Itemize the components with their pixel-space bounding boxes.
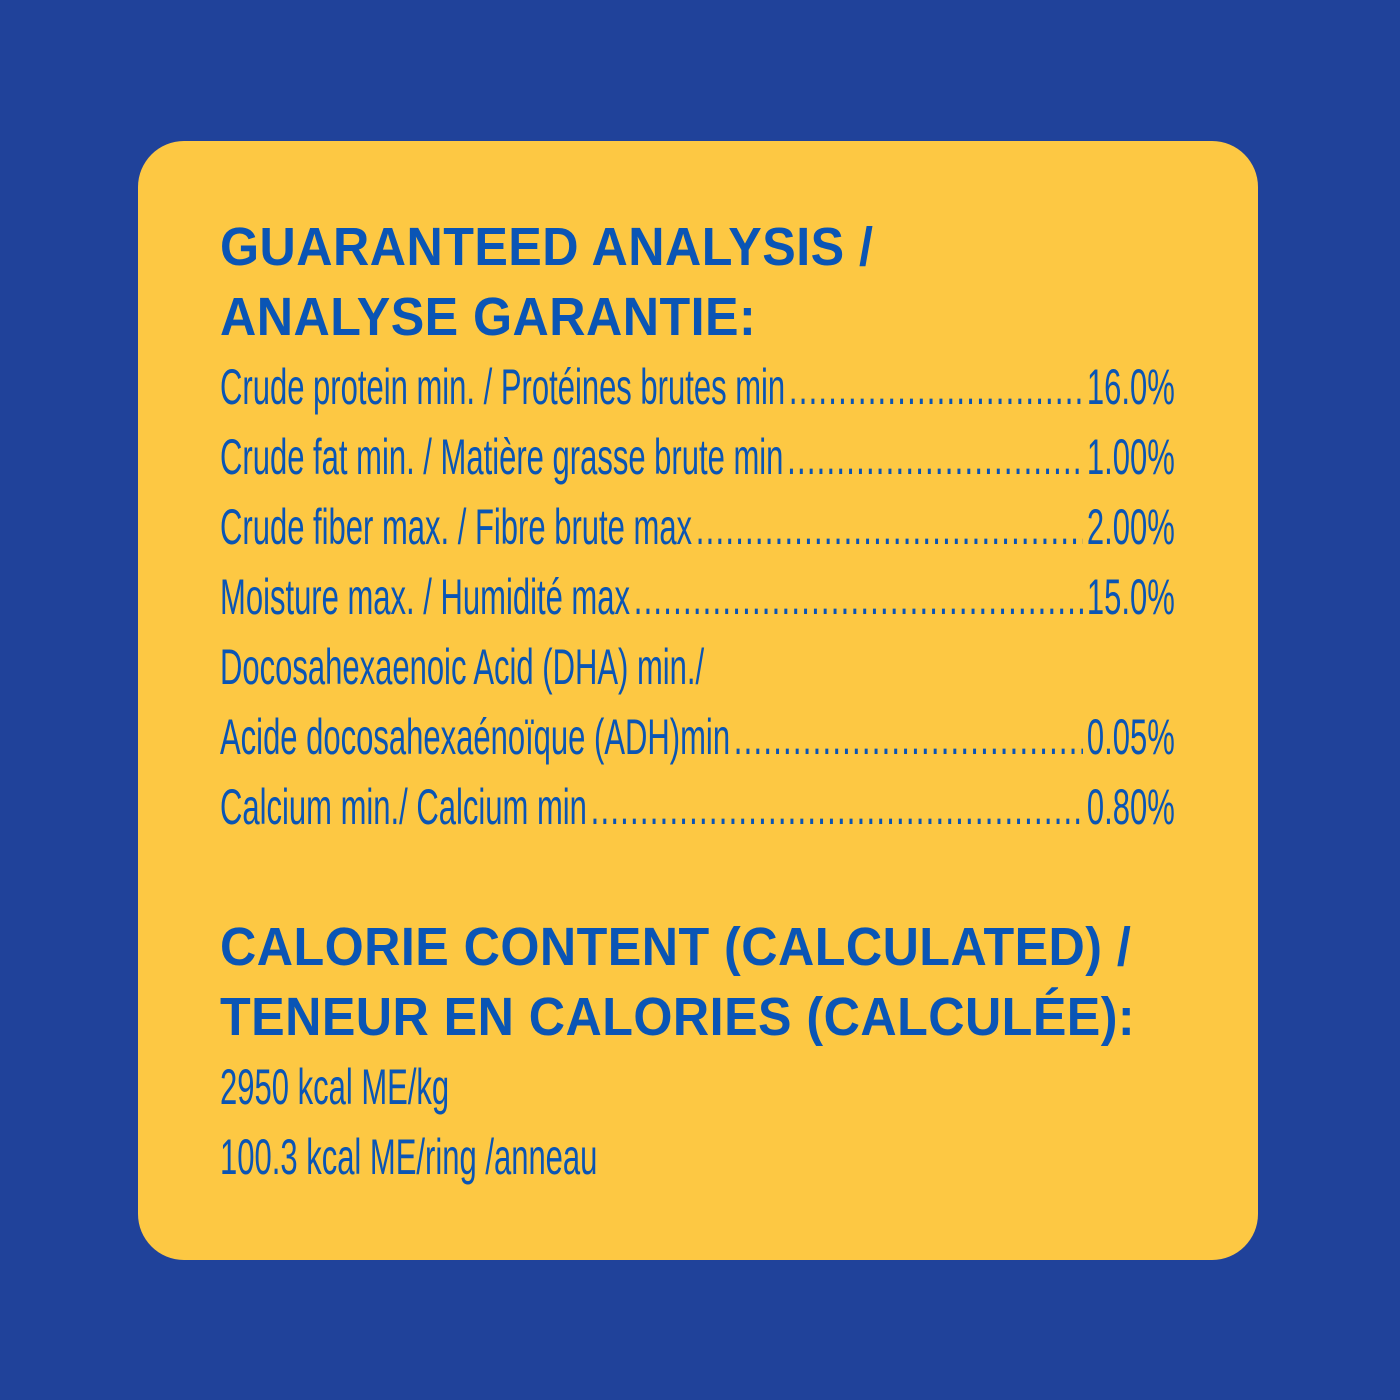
nutrition-card [138, 141, 1258, 1260]
row-label: Crude fiber max. / Fibre brute max [220, 499, 693, 555]
row-value: 15.0% [1086, 569, 1175, 625]
analysis-row-dha: Acide docosahexaénoïque (ADH)min 0.05% [220, 702, 1175, 772]
analysis-row-protein: Crude protein min. / Protéines brutes mi… [220, 352, 1175, 422]
calorie-heading-line2: TENEUR EN CALORIES (CALCULÉE): [220, 987, 1136, 1047]
row-label: Crude fat min. / Matière grasse brute mi… [220, 429, 784, 485]
row-value: 0.80% [1086, 779, 1175, 835]
row-value: 16.0% [1086, 359, 1175, 415]
analysis-row-moisture: Moisture max. / Humidité max 15.0% [220, 562, 1175, 632]
dot-leader [789, 352, 1083, 422]
dot-leader [591, 772, 1084, 842]
row-value: 1.00% [1086, 429, 1175, 485]
dot-leader [734, 702, 1083, 772]
dot-leader [787, 422, 1083, 492]
calorie-per-ring: 100.3 kcal ME/ring /anneau [220, 1129, 598, 1185]
dot-leader [634, 562, 1083, 632]
analysis-row-dha-line1: Docosahexaenoic Acid (DHA) min./ [220, 639, 705, 695]
calorie-heading-line1: CALORIE CONTENT (CALCULATED) / [220, 917, 1132, 977]
calorie-per-kg: 2950 kcal ME/kg [220, 1059, 450, 1115]
row-label: Crude protein min. / Protéines brutes mi… [220, 359, 786, 415]
dot-leader [696, 492, 1083, 562]
analysis-row-fiber: Crude fiber max. / Fibre brute max 2.00% [220, 492, 1175, 562]
analysis-row-fat: Crude fat min. / Matière grasse brute mi… [220, 422, 1175, 492]
analysis-heading-line1: GUARANTEED ANALYSIS / [220, 217, 874, 277]
row-label: Acide docosahexaénoïque (ADH)min [220, 709, 731, 765]
row-value: 2.00% [1086, 499, 1175, 555]
row-label: Moisture max. / Humidité max [220, 569, 630, 625]
analysis-row-calcium: Calcium min./ Calcium min 0.80% [220, 772, 1175, 842]
row-value: 0.05% [1086, 709, 1175, 765]
analysis-heading-line2: ANALYSE GARANTIE: [220, 287, 757, 347]
row-label: Calcium min./ Calcium min [220, 779, 587, 835]
